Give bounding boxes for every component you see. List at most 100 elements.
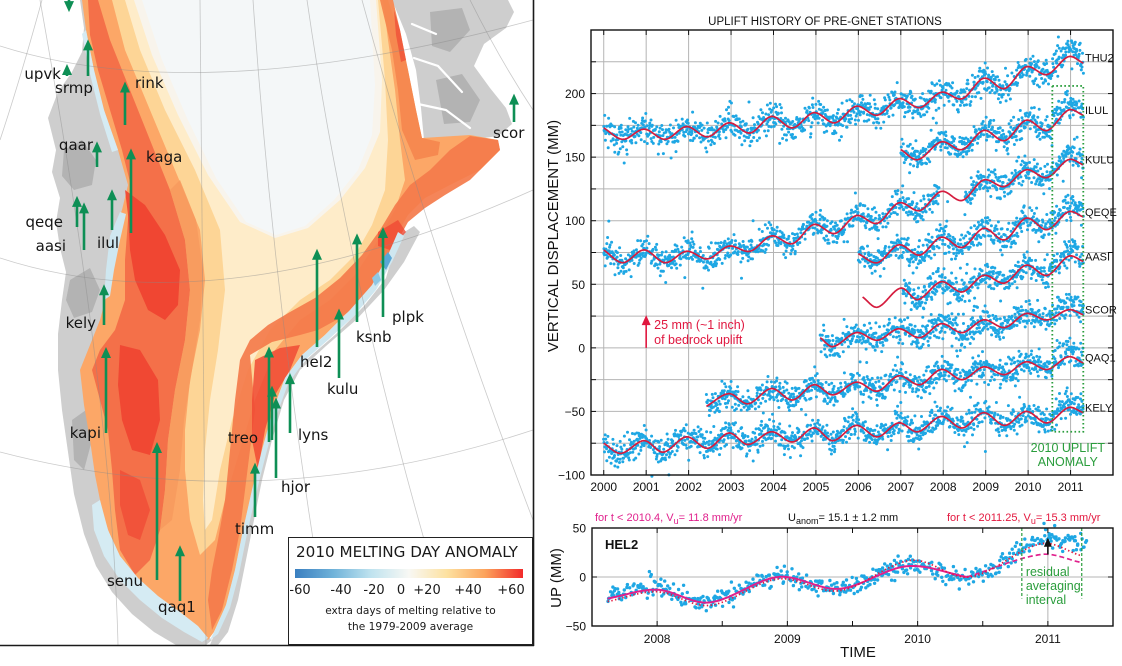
data-point [1002,190,1006,194]
data-point [739,125,743,129]
data-point [729,101,733,105]
data-point [664,250,668,254]
data-point [1032,60,1036,64]
data-point [1016,234,1020,238]
data-point [810,376,814,380]
data-point [1066,305,1070,309]
data-point [636,123,640,127]
melt-anomaly-max-northeast [394,10,406,62]
data-point [895,380,899,384]
data-point [1014,134,1018,138]
data-point [604,247,608,251]
data-point [1022,204,1026,208]
data-point [976,141,979,145]
data-point [895,192,899,196]
data-point [724,385,728,389]
data-point [972,243,976,247]
data-point [968,232,971,236]
data-point [886,221,890,225]
data-point [926,324,929,328]
data-point [676,139,680,143]
data-point [1069,219,1073,223]
data-point [714,241,718,245]
data-point [854,114,858,118]
data-point [968,103,972,107]
data-point [873,102,877,106]
data-point [917,239,921,243]
parallel-line [0,189,534,283]
data-point [963,213,967,217]
data-point [693,249,697,253]
data-point [817,99,821,103]
data-point [782,124,786,128]
data-point [1023,325,1027,329]
data-point [830,396,834,400]
data-point [968,289,972,293]
data-point [819,103,823,106]
data-point [929,276,933,280]
data-point [914,155,918,159]
arrow-up-icon [99,284,109,296]
data-point [746,127,750,131]
data-point [873,269,877,273]
data-point [613,150,617,154]
data-point [975,237,979,241]
data-point [711,396,715,400]
data-point [861,104,865,107]
data-point [953,237,957,241]
data-point [855,207,859,211]
data-point [752,136,756,139]
data-point [944,134,948,138]
data-point [834,131,838,135]
data-point [641,242,645,246]
data-point [1064,46,1068,50]
data-point [946,302,950,306]
legend-tick-label: +60 [497,583,525,598]
data-point [913,330,917,334]
data-point [725,405,729,409]
data-point [1055,117,1058,121]
data-point [1013,169,1017,172]
data-point [691,110,695,114]
data-point [670,266,673,270]
data-point [1035,206,1039,210]
data-point [861,212,865,216]
data-point [886,93,890,97]
data-point [991,73,995,77]
data-point [1012,115,1016,119]
data-point [925,243,929,247]
data-point [658,134,662,138]
data-point [825,219,829,223]
data-point [942,232,946,236]
data-point [895,212,899,216]
land-northeast [392,0,514,143]
data-point [1044,327,1048,331]
data-point [1044,58,1048,62]
data-point [1041,183,1045,187]
data-point [1002,316,1006,319]
data-point [953,389,957,393]
data-point [895,81,899,85]
data-point [619,254,623,257]
data-point [906,316,910,320]
data-point [1002,336,1005,340]
data-point [893,363,897,367]
data-point [621,266,625,270]
data-point [875,398,879,402]
data-point [876,237,880,241]
data-point [1076,164,1080,168]
legend-tick-label: -40 [330,583,352,598]
data-point [1002,145,1006,149]
data-point [974,95,977,99]
data-point [739,260,743,264]
data-point [895,335,899,339]
data-point [935,360,939,364]
data-point [669,156,673,160]
data-point [1002,273,1006,277]
data-point [667,127,671,131]
data-point [1001,84,1005,88]
data-point [915,202,919,206]
data-point [878,274,882,278]
data-point [712,142,716,145]
data-point [893,316,897,320]
